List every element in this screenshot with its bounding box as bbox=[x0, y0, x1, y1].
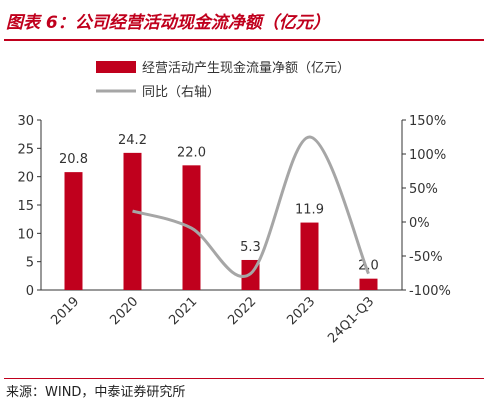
left-axis-tick-label: 10 bbox=[17, 227, 34, 242]
legend-label-bar: 经营活动产生现金流量净额（亿元） bbox=[142, 60, 350, 76]
yoy-line bbox=[132, 135, 370, 278]
bar-value-label: 22.0 bbox=[177, 145, 206, 160]
right-axis-tick-label: -100% bbox=[409, 284, 451, 299]
right-axis-tick-label: 50% bbox=[409, 182, 438, 197]
left-axis-tick-label: 30 bbox=[17, 114, 34, 129]
right-axis-tick-label: 0% bbox=[409, 216, 430, 231]
x-axis-tick-label: 2021 bbox=[166, 294, 200, 328]
bar-value-label: 11.9 bbox=[295, 203, 324, 218]
x-axis-tick-label: 2022 bbox=[225, 294, 259, 328]
legend-label-line: 同比（右轴） bbox=[142, 85, 220, 100]
left-axis-tick-label: 20 bbox=[17, 171, 34, 186]
x-axis-tick-label: 2019 bbox=[48, 294, 82, 328]
right-axis-tick-label: -50% bbox=[409, 250, 443, 265]
bar bbox=[359, 278, 378, 290]
left-axis-tick-label: 5 bbox=[26, 256, 34, 271]
left-axis-tick-label: 15 bbox=[17, 199, 34, 214]
chart-title: 图表 6：公司经营活动现金流净额（亿元） bbox=[6, 13, 330, 33]
bar bbox=[123, 152, 142, 290]
right-axis-tick-label: 150% bbox=[409, 114, 446, 129]
legend-swatch-bar bbox=[96, 61, 136, 73]
bar-value-label: 20.8 bbox=[59, 152, 88, 167]
bar-value-label: 5.3 bbox=[240, 240, 261, 255]
x-axis-tick-label: 2023 bbox=[284, 294, 318, 328]
x-axis-tick-label: 2020 bbox=[107, 294, 141, 328]
bar bbox=[300, 222, 319, 290]
left-axis-tick-label: 0 bbox=[26, 284, 34, 299]
title-divider bbox=[4, 39, 484, 41]
right-axis-tick-label: 100% bbox=[409, 148, 446, 163]
source-note: 来源：WIND，中泰证券研究所 bbox=[6, 385, 186, 400]
bar bbox=[64, 172, 83, 290]
source-divider bbox=[4, 378, 484, 379]
x-axis-tick-label: 24Q1-Q3 bbox=[325, 294, 377, 346]
bar-value-label: 24.2 bbox=[118, 133, 147, 148]
left-axis-tick-label: 25 bbox=[17, 142, 34, 157]
